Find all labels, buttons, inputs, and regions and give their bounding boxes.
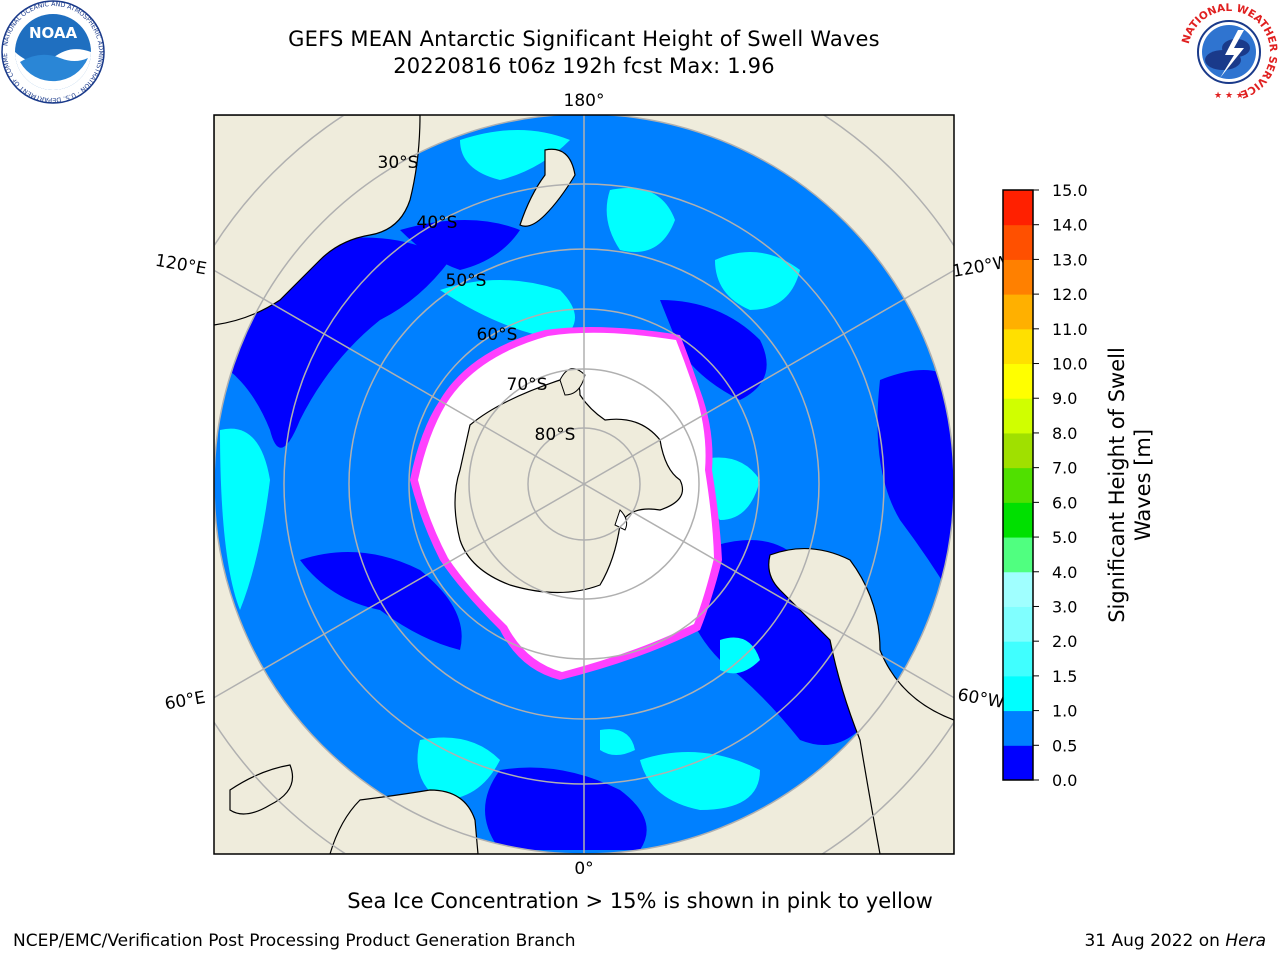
colorbar-segment (1003, 502, 1033, 538)
colorbar-segment (1003, 467, 1033, 503)
map-frame (213, 114, 955, 855)
colorbar-tick-label: 6.0 (1052, 493, 1077, 512)
colorbar-tick-label: 3.0 (1052, 597, 1077, 616)
lon-label-60w: 60°W (956, 685, 1006, 713)
colorbar-segment (1003, 224, 1033, 260)
colorbar-segment (1003, 398, 1033, 434)
colorbar-tick-label: 13.0 (1052, 250, 1088, 269)
footer-credit: NCEP/EMC/Verification Post Processing Pr… (13, 931, 576, 951)
colorbar-segment (1003, 606, 1033, 642)
colorbar-segment (1003, 710, 1033, 746)
colorbar-tick-label: 1.0 (1052, 702, 1077, 721)
lat-label-30s: 30°S (378, 153, 419, 173)
colorbar-tick-label: 2.0 (1052, 632, 1077, 651)
africa-landmass (329, 789, 479, 854)
high-swell-regions (220, 130, 800, 810)
colorbar-tick-label: 9.0 (1052, 389, 1077, 408)
colorbar-segment (1003, 675, 1033, 712)
colorbar-tick-label: 12.0 (1052, 285, 1088, 304)
colorbar-segment (1003, 190, 1033, 226)
new-zealand-landmass (519, 148, 576, 227)
lat-label-60s: 60°S (477, 325, 518, 345)
colorbar-label-line1: Significant Height of Swell (1105, 347, 1129, 623)
colorbar: 0.0 0.5 1.0 1.5 2.0 3.0 4.0 5.0 6.0 7.0 8.0 9.0 10.0… (1002, 181, 1088, 790)
colorbar-segment (1003, 641, 1033, 677)
colorbar-tick-label: 0.0 (1052, 771, 1077, 790)
noaa-logo: NATIONAL OCEANIC AND ATMOSPHERIC ADMINIS… (0, 0, 105, 104)
colorbar-tick-label: 1.5 (1052, 667, 1077, 686)
colorbar-tick-label: 4.0 (1052, 563, 1077, 582)
colorbar-tick-label: 15.0 (1052, 181, 1088, 200)
colorbar-label-line2: Waves [m] (1131, 429, 1155, 541)
svg-text:NOAA: NOAA (29, 24, 78, 42)
svg-text:★ ★ ★: ★ ★ ★ (1214, 91, 1244, 101)
colorbar-segment (1003, 363, 1033, 399)
colorbar-segment (1003, 537, 1033, 573)
colorbar-tick-label: 14.0 (1052, 216, 1088, 235)
colorbar-segment (1003, 571, 1033, 607)
colorbar-tick-label: 10.0 (1052, 355, 1088, 374)
colorbar-segment (1003, 294, 1033, 330)
nws-logo: NATIONAL WEATHER SERVICE ★ ★ ★ (1180, 2, 1279, 101)
lat-label-50s: 50°S (446, 271, 487, 291)
colorbar-tick-label: 5.0 (1052, 528, 1077, 547)
graticule (214, 115, 954, 854)
madagascar-landmass (229, 764, 294, 815)
lat-label-80s: 80°S (535, 425, 576, 445)
colorbar-tick-label: 11.0 (1052, 320, 1088, 339)
footer-date-text: 31 Aug 2022 on (1084, 931, 1220, 951)
footer-machine: Hera (1225, 931, 1266, 951)
australia-landmass (214, 115, 421, 326)
sea-ice-note: Sea Ice Concentration > 15% is shown in … (347, 889, 933, 913)
colorbar-tick-label: 8.0 (1052, 424, 1077, 443)
footer-date: 31 Aug 2022 on Hera (1084, 931, 1266, 951)
colorbar-segment (1003, 432, 1033, 469)
lon-label-60e: 60°E (163, 688, 207, 715)
lat-label-40s: 40°S (417, 213, 458, 233)
map-title: GEFS MEAN Antarctic Significant Height o… (288, 27, 880, 51)
colorbar-tick-label: 0.5 (1052, 736, 1077, 755)
lon-label-0: 0° (574, 859, 593, 879)
lon-label-120e: 120°E (154, 251, 208, 280)
colorbar-segment (1003, 745, 1033, 781)
colorbar-tick-label: 7.0 (1052, 459, 1077, 478)
lon-label-180: 180° (564, 91, 605, 111)
colorbar-segment (1003, 328, 1033, 365)
lat-label-70s: 70°S (507, 375, 548, 395)
colorbar-frame (1002, 189, 1034, 781)
map-subtitle: 20220816 t06z 192h fcst Max: 1.96 (393, 54, 775, 78)
colorbar-segment (1003, 259, 1033, 295)
